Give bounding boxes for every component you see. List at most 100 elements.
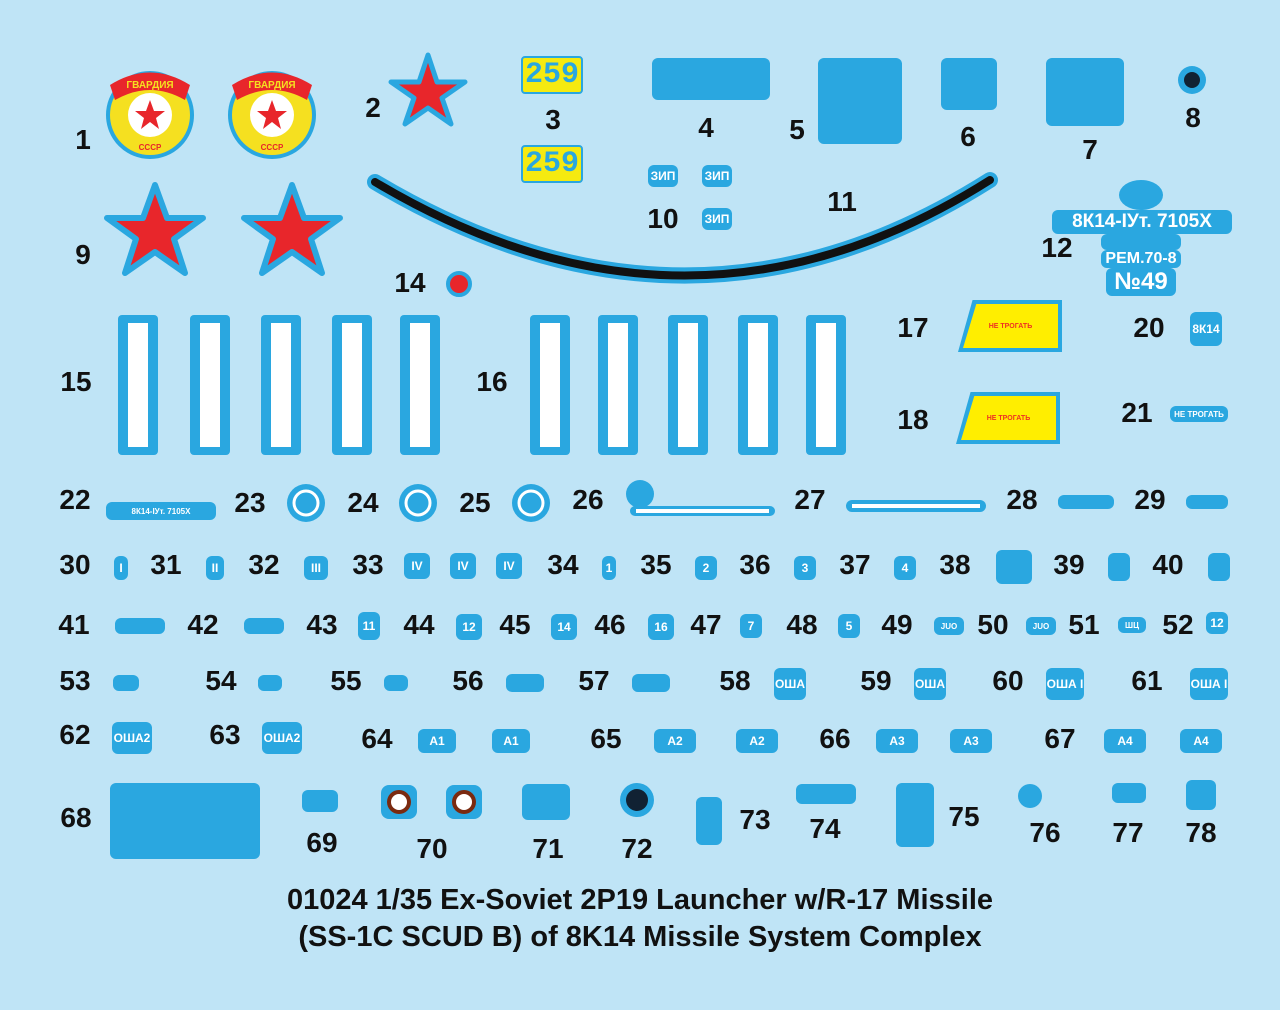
decal-number-label: 22	[59, 484, 91, 515]
decal-number-label: 72	[621, 833, 653, 864]
decal-item	[1058, 495, 1114, 509]
star-icon	[388, 52, 468, 127]
stripe-decal	[332, 315, 372, 455]
decal-item	[506, 674, 544, 692]
decal-number-label: 5	[789, 114, 805, 145]
decal-number-label: 56	[452, 665, 484, 696]
decal-number-label: 39	[1053, 549, 1085, 580]
decal-number-label: 40	[1152, 549, 1184, 580]
decal-item	[1186, 780, 1216, 810]
decal-item: JUO	[934, 617, 964, 635]
star-icon	[104, 182, 206, 276]
decal-number-label: 53	[59, 665, 91, 696]
guards-badge-sub: СССР	[139, 143, 162, 152]
decal-number-label: 44	[403, 609, 435, 640]
decal-number-label: 49	[881, 609, 913, 640]
decal-number-label: 78	[1185, 817, 1217, 848]
decal-number-label: 1	[75, 124, 91, 155]
sheet-title-line1: 01024 1/35 Ex-Soviet 2P19 Launcher w/R-1…	[286, 884, 994, 916]
stripe-decal	[190, 315, 230, 455]
decal-item: IV	[404, 553, 430, 579]
unit-code-decal-12: 8К14-IУт. 7105X РЕМ.70-8 №49	[1052, 180, 1232, 296]
decal-number-label: 51	[1068, 609, 1100, 640]
decal-number-label: 65	[590, 723, 622, 754]
decal-item: II	[206, 556, 224, 580]
decal-number-label: 36	[739, 549, 771, 580]
decal-number-label: 77	[1112, 817, 1144, 848]
decal-number-label: 34	[547, 549, 579, 580]
stripe-decal	[530, 315, 570, 455]
do-not-touch-text: НЕ ТРОГАТЬ	[963, 304, 1058, 348]
decal-number-label: 37	[839, 549, 871, 580]
stripe-decal	[598, 315, 638, 455]
decal-number-label: 23	[234, 487, 266, 518]
do-not-touch-decal-18: НЕ ТРОГАТЬ	[956, 392, 1060, 444]
decal-item: A1	[492, 729, 530, 753]
decal-item	[818, 58, 902, 144]
decal-number-label: 71	[532, 833, 564, 864]
decal-item: 4	[894, 556, 916, 580]
decal-item: 5	[838, 614, 860, 638]
red-dot-decal	[446, 271, 472, 297]
decal-number-label: 11	[827, 186, 857, 217]
decal-number-label: 68	[60, 802, 92, 833]
stripe-decal	[261, 315, 301, 455]
decal-number-label: 59	[860, 665, 892, 696]
decal-item	[896, 783, 934, 847]
decal-number-label: 12	[1041, 232, 1073, 263]
decal-number-label: 24	[347, 487, 379, 518]
decal-number-label: 30	[59, 549, 91, 580]
decal-number-label: 54	[205, 665, 237, 696]
do-not-touch-text: НЕ ТРОГАТЬ	[961, 396, 1056, 440]
decal-number-label: 25	[459, 487, 491, 518]
decal-number-label: 2	[365, 92, 381, 123]
decal-number-label: 15	[60, 366, 92, 397]
decal-bar	[1101, 234, 1181, 250]
decal-number-label: 6	[960, 121, 976, 152]
decal-item: 14	[551, 614, 577, 640]
decal-item: I	[114, 556, 128, 580]
star-icon	[241, 182, 343, 276]
guards-badge-text: ГВАРДИЯ	[126, 80, 173, 91]
decal-number-label: 43	[306, 609, 338, 640]
decal-number-label: 32	[248, 549, 280, 580]
guards-badge-sub: СССР	[261, 143, 284, 152]
emblem-icon	[1119, 180, 1163, 210]
decal-number-label: 4	[698, 112, 714, 143]
stripe-decal	[400, 315, 440, 455]
decal-item: A3	[950, 729, 992, 753]
decal-number-label: 41	[58, 609, 90, 640]
decal-item	[1186, 495, 1228, 509]
decal-number-label: 9	[75, 239, 91, 270]
decal-item	[110, 783, 260, 859]
stripe-decal	[118, 315, 158, 455]
decal-item: IV	[496, 553, 522, 579]
decal-number-label: 66	[819, 723, 851, 754]
decal-item	[1112, 783, 1146, 803]
decal-number-label: 60	[992, 665, 1024, 696]
decal-number-label: 33	[352, 549, 384, 580]
decal-number-label: 45	[499, 609, 531, 640]
decal-number-label: 35	[640, 549, 672, 580]
decal-item	[1208, 553, 1230, 581]
decal-number-label: 69	[306, 827, 338, 858]
decal-number-label: 75	[948, 801, 980, 832]
decal-item: JUO	[1026, 617, 1056, 635]
decal-item: ОША2	[112, 722, 152, 754]
decal-item: 3	[794, 556, 816, 580]
decal-item	[113, 675, 139, 691]
roundel-icon	[287, 480, 1042, 817]
decal-item: 2	[695, 556, 717, 580]
decal-item: 11	[358, 612, 380, 640]
decal-number-label: 70	[416, 833, 448, 864]
decal-number-label: 3	[545, 104, 561, 135]
decal-item	[652, 58, 770, 100]
decal-item	[696, 797, 722, 845]
decal-item	[302, 790, 338, 812]
decal-item	[996, 550, 1032, 584]
unit-code-text: 8К14-IУт. 7105X	[1052, 210, 1232, 234]
decal-item: ОША I	[1190, 668, 1228, 700]
sheet-title-line2: (SS-1C SCUD B) of 8K14 Missile System Co…	[298, 921, 982, 953]
decal-item	[941, 58, 997, 110]
